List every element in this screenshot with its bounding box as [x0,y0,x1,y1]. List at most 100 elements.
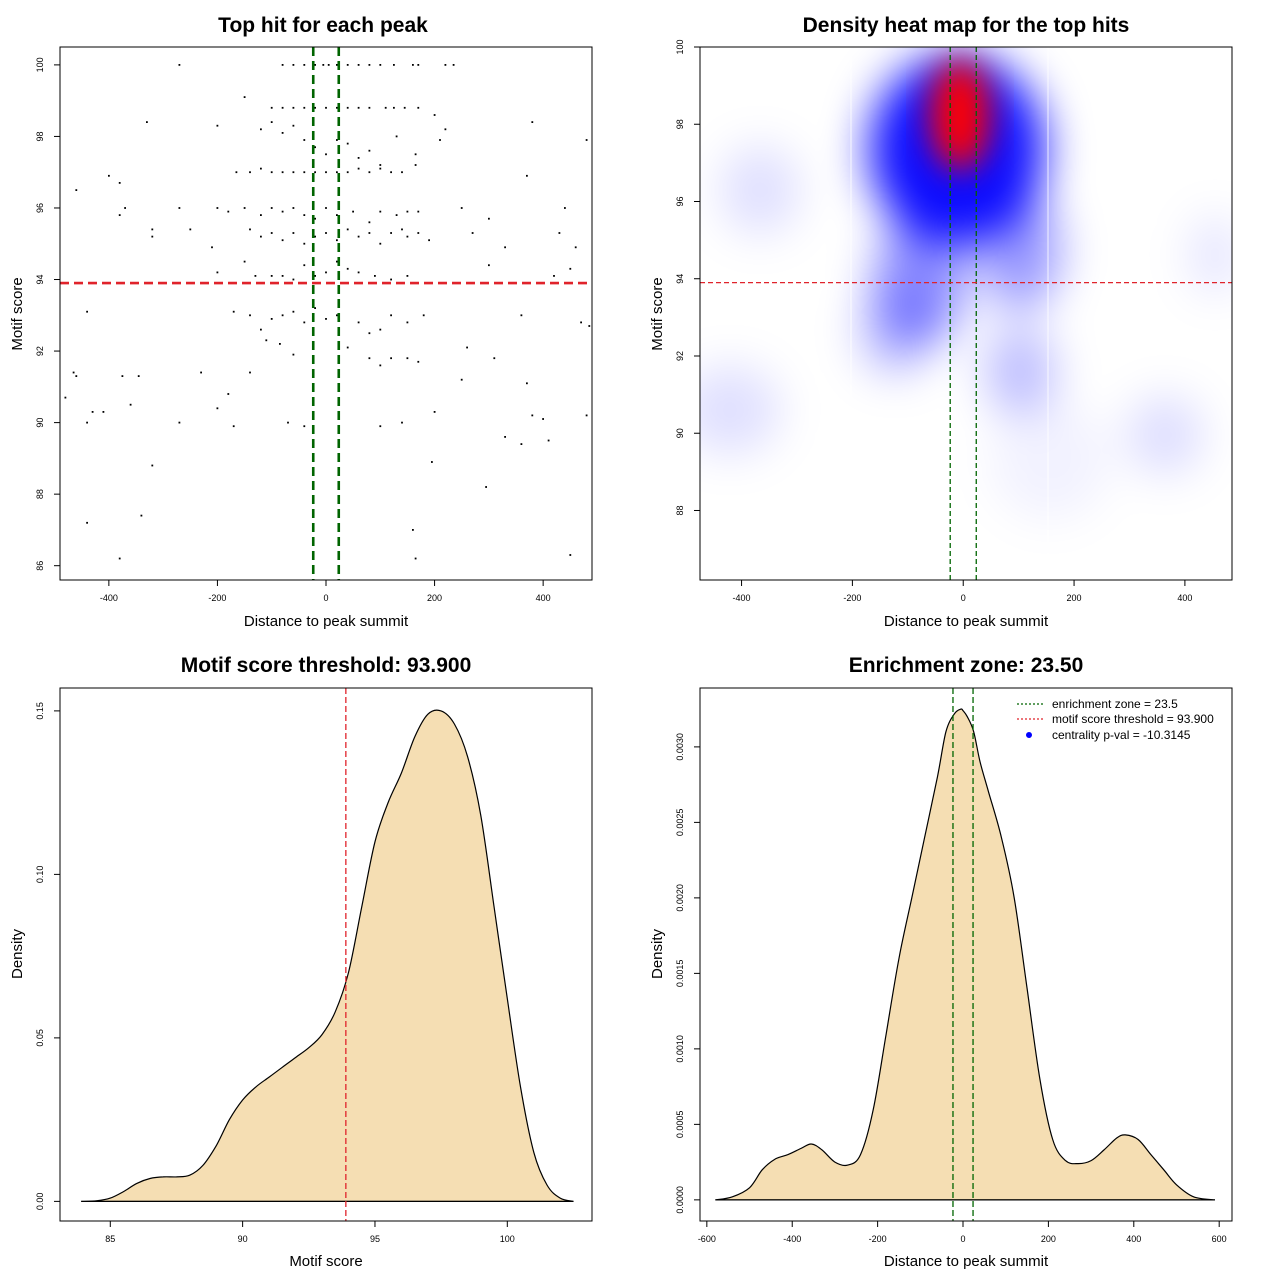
scatter-point [422,314,425,317]
y-tick-label: 98 [35,131,45,141]
scatter-point [270,275,273,277]
scatter-point [574,246,577,249]
scatter-point [260,214,262,216]
panel-motif-score-density: Motif score threshold: 93.900 85 90 95 100 0… [9,654,593,1270]
scatter-point [279,343,281,345]
heatmap-red-core [930,60,990,170]
scatter-point [281,64,284,66]
x-tick-label: -200 [869,1234,887,1244]
scatter-point [346,142,349,145]
y-tick-label: 0.15 [35,702,45,720]
scatter-point [64,396,67,399]
scatter-point [151,228,154,231]
scatter-point [401,171,403,174]
scatter-point [216,124,219,127]
x-tick-label: -200 [843,593,861,603]
scatter-point [569,267,572,270]
scatter-point [178,421,181,424]
scatter-point [346,346,349,349]
scatter-point [352,210,354,213]
scatter-point [211,246,213,249]
scatter-point [314,106,316,109]
scatter-point [260,167,262,170]
scatter-point [414,153,417,156]
panel1-reference-lines [60,47,592,580]
x-tick-label: 0 [961,1234,966,1244]
x-tick-label: -600 [698,1234,716,1244]
scatter-point [86,310,88,313]
scatter-point [433,411,436,413]
scatter-point [265,339,268,342]
panel-density-heatmap: Density heat map for the top hits [649,14,1233,630]
panel1-axes: -400 -200 0 200 400 86 88 90 92 94 96 98 100 [35,57,551,603]
scatter-point [281,275,284,277]
scatter-point [379,364,382,367]
scatter-point [325,271,327,274]
scatter-point [200,371,202,374]
scatter-point [368,332,371,335]
scatter-point [520,314,523,317]
scatter-point [249,228,251,231]
panel4-axes: -600 -400 -200 0 200 400 600 0.0000 0.0005 0.0010… [675,733,1227,1244]
scatter-point [390,278,392,281]
scatter-point [393,106,395,109]
scatter-point [547,439,550,442]
scatter-point [368,149,371,152]
panel3-ylabel: Density [9,928,26,979]
scatter-point [368,221,371,224]
scatter-point [270,318,273,320]
y-tick-label: 0.0005 [675,1111,685,1139]
scatter-point [346,64,349,66]
panel4-reference-lines [952,688,974,1221]
scatter-point [417,64,420,66]
scatter-point [314,307,316,309]
scatter-point [395,214,398,216]
scatter-point [504,436,506,438]
scatter-point [526,174,528,177]
scatter-point [531,121,534,123]
legend-enrichment-zone-label: enrichment zone = 23.5 [1052,697,1178,711]
scatter-point [379,164,382,166]
scatter-point [558,232,561,234]
legend-pval-point [1026,732,1032,738]
scatter-point [287,421,289,424]
scatter-point [526,382,528,385]
scatter-point [357,106,360,109]
scatter-point [379,328,382,331]
y-tick-label: 96 [675,196,685,206]
scatter-point [325,106,327,109]
scatter-point [433,114,436,116]
scatter-point [417,360,420,363]
scatter-point [379,210,382,213]
scatter-point [564,207,566,209]
x-tick-label: -400 [100,593,118,603]
scatter-point [395,135,398,138]
scatter-point [325,207,327,209]
scatter-point [292,124,295,127]
scatter-point [368,357,371,360]
scatter-point [249,171,251,174]
scatter-point [368,232,371,234]
scatter-point [336,260,338,263]
scatter-point [303,214,306,216]
scatter-point [357,64,360,66]
panel3-xlabel: Motif score [289,1253,362,1270]
panel2-ylabel: Motif score [649,277,666,350]
scatter-point [493,357,496,360]
scatter-point [346,106,349,109]
y-tick-label: 0.0020 [675,884,685,912]
y-tick-label: 100 [35,57,45,72]
panel2-axes: -400 -200 0 200 400 88 90 92 94 96 98 100 [675,39,1192,603]
x-tick-label: 0 [961,593,966,603]
scatter-point [393,64,395,66]
x-tick-label: 400 [1126,1234,1141,1244]
scatter-point [531,414,534,417]
scatter-point [243,96,246,98]
legend-pval-label: centrality p-val = -10.3145 [1052,728,1191,742]
scatter-point [379,167,382,170]
scatter-point [368,106,371,109]
y-tick-label: 0.0000 [675,1186,685,1214]
scatter-point [216,407,219,410]
scatter-point [303,264,306,267]
scatter-point [232,310,235,313]
